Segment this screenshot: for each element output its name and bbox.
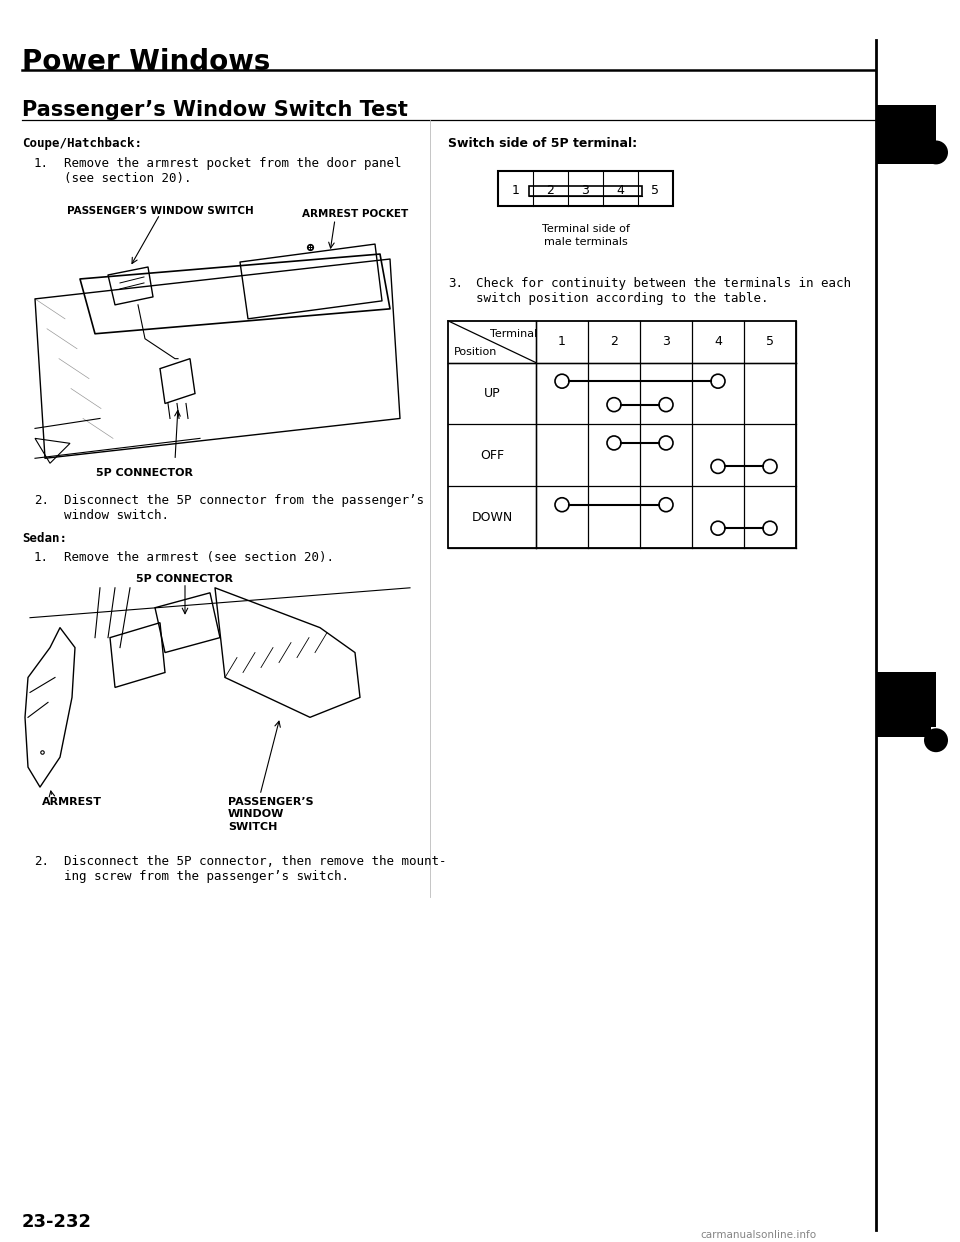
Text: 4: 4 xyxy=(616,184,624,197)
Text: 1: 1 xyxy=(512,184,519,197)
Bar xyxy=(876,104,936,164)
Text: Check for continuity between the terminals in each
switch position according to : Check for continuity between the termina… xyxy=(476,277,851,306)
Text: 1.: 1. xyxy=(34,551,49,564)
Circle shape xyxy=(924,728,948,753)
Text: 2.: 2. xyxy=(34,854,49,868)
Text: Sedan:: Sedan: xyxy=(22,532,67,545)
Bar xyxy=(876,672,936,728)
Text: Passenger’s Window Switch Test: Passenger’s Window Switch Test xyxy=(22,99,408,119)
Text: Coupe/Hatchback:: Coupe/Hatchback: xyxy=(22,138,142,150)
Text: 3.: 3. xyxy=(448,277,463,289)
Text: 5P CONNECTOR: 5P CONNECTOR xyxy=(136,574,233,584)
Text: OFF: OFF xyxy=(480,448,504,462)
Text: UP: UP xyxy=(484,388,500,400)
Text: Position: Position xyxy=(454,347,497,356)
Text: 23-232: 23-232 xyxy=(22,1213,92,1232)
Bar xyxy=(876,129,931,149)
Text: 1.: 1. xyxy=(34,158,49,170)
Text: 4: 4 xyxy=(714,335,722,348)
Text: 2.: 2. xyxy=(34,494,49,507)
Text: 5P CONNECTOR: 5P CONNECTOR xyxy=(97,468,194,478)
Text: 1: 1 xyxy=(558,335,566,348)
Text: 3: 3 xyxy=(582,184,589,197)
Text: ARMREST POCKET: ARMREST POCKET xyxy=(302,209,408,220)
Text: PASSENGER’S WINDOW SWITCH: PASSENGER’S WINDOW SWITCH xyxy=(66,206,253,216)
Text: 3: 3 xyxy=(662,335,670,348)
Bar xyxy=(448,320,796,363)
Text: 2: 2 xyxy=(610,335,618,348)
Text: Terminal: Terminal xyxy=(491,329,538,339)
Text: Switch side of 5P terminal:: Switch side of 5P terminal: xyxy=(448,138,637,150)
Bar xyxy=(498,171,673,206)
Text: carmanualsonline.info: carmanualsonline.info xyxy=(700,1231,816,1241)
Circle shape xyxy=(924,140,948,164)
Text: Power Windows: Power Windows xyxy=(22,48,271,76)
Bar xyxy=(876,718,931,738)
Text: Disconnect the 5P connector from the passenger’s
window switch.: Disconnect the 5P connector from the pas… xyxy=(64,494,424,522)
Text: 2: 2 xyxy=(546,184,555,197)
Text: Terminal side of
male terminals: Terminal side of male terminals xyxy=(541,224,630,247)
Text: PASSENGER’S
WINDOW
SWITCH: PASSENGER’S WINDOW SWITCH xyxy=(228,797,314,832)
Text: Remove the armrest (see section 20).: Remove the armrest (see section 20). xyxy=(64,551,334,564)
Bar xyxy=(448,320,796,548)
Text: ARMREST: ARMREST xyxy=(42,797,102,807)
Text: 5: 5 xyxy=(652,184,660,197)
Text: Remove the armrest pocket from the door panel
(see section 20).: Remove the armrest pocket from the door … xyxy=(64,158,401,185)
Text: Disconnect the 5P connector, then remove the mount-
ing screw from the passenger: Disconnect the 5P connector, then remove… xyxy=(64,854,446,883)
Text: DOWN: DOWN xyxy=(471,510,513,524)
Text: 5: 5 xyxy=(766,335,774,348)
Bar xyxy=(529,186,642,196)
